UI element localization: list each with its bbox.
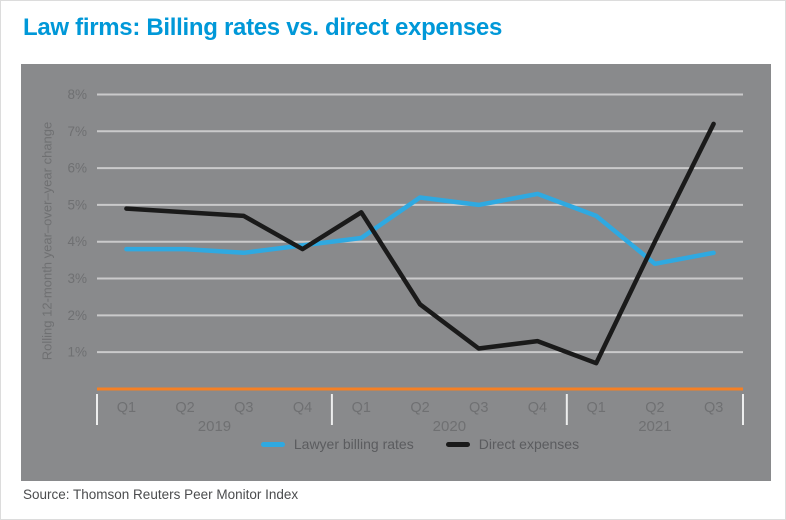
- quarter-label: Q2: [175, 400, 194, 416]
- quarter-label: Q3: [234, 400, 253, 416]
- legend-item-lawyer-billing-rates: Lawyer billing rates: [260, 436, 414, 452]
- year-label: 2019: [198, 418, 231, 435]
- y-tick-label: 5%: [67, 197, 87, 212]
- quarter-label: Q1: [352, 400, 371, 416]
- quarter-label: Q2: [410, 400, 429, 416]
- direct-expenses-line-swatch: [445, 441, 470, 447]
- quarter-label: Q3: [704, 400, 723, 416]
- y-tick-label: 1%: [67, 345, 87, 360]
- quarter-label: Q2: [645, 400, 664, 416]
- line-chart: 1% 2% 3% 4% 5% 6% 7% 8% 2019 2020 2021 Q1 Q2 Q3 Q4 Q1 Q2…: [67, 87, 744, 435]
- series-line-lawyer-billing-rates: [124, 191, 716, 267]
- series-line-direct-expenses: [124, 121, 716, 366]
- y-tick-label: 2%: [67, 308, 87, 323]
- y-tick-label: 6%: [67, 161, 87, 176]
- quarter-label: Q4: [528, 400, 547, 416]
- page-title: Law firms: Billing rates vs. direct expe…: [23, 14, 502, 41]
- year-label: 2021: [638, 418, 671, 435]
- quarter-label: Q3: [469, 400, 488, 416]
- y-tick-label: 7%: [67, 124, 87, 139]
- quarter-label: Q1: [587, 400, 606, 416]
- y-tick-label: 8%: [67, 87, 87, 102]
- billing-rates-line-swatch: [260, 441, 285, 447]
- legend-label-lawyer-billing-rates: Lawyer billing rates: [293, 436, 414, 452]
- quarter-label: Q4: [293, 400, 312, 416]
- legend-item-direct-expenses: Direct expenses: [445, 436, 580, 452]
- y-tick-label: 3%: [67, 271, 87, 286]
- y-tick-label: 4%: [67, 234, 87, 249]
- legend: Lawyer billing rates Direct expenses: [97, 436, 743, 452]
- year-label: 2020: [433, 418, 466, 435]
- y-axis-label: Rolling 12-month year–over–year change: [39, 121, 55, 361]
- legend-label-direct-expenses: Direct expenses: [478, 436, 580, 452]
- source-note: Source: Thomson Reuters Peer Monitor Ind…: [23, 487, 299, 502]
- chart-area: 1% 2% 3% 4% 5% 6% 7% 8% 2019 2020 2021 Q1 Q2 Q3 Q4 Q1 Q2…: [21, 64, 771, 481]
- quarter-label: Q1: [117, 400, 136, 416]
